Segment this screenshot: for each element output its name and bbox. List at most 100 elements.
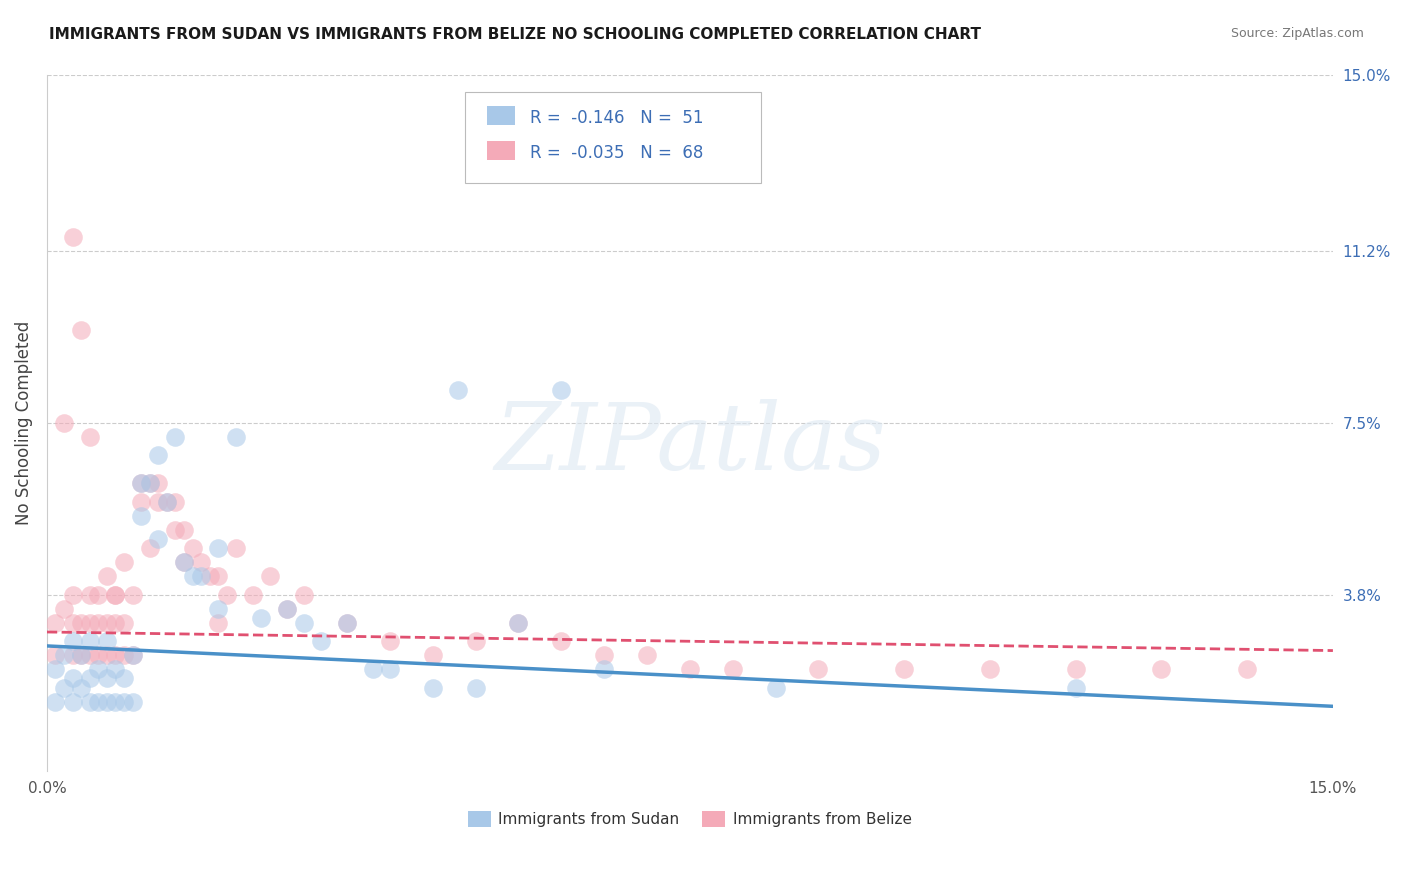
Point [79,615,101,630]
Point [121,648,143,663]
Point [148,449,170,463]
Point [422,648,444,663]
Point [53,416,76,430]
Text: IMMIGRANTS FROM SUDAN VS IMMIGRANTS FROM BELIZE NO SCHOOLING COMPLETED CORRELATI: IMMIGRANTS FROM SUDAN VS IMMIGRANTS FROM… [49,27,981,42]
Point [112,555,135,569]
Point [336,615,359,630]
Point [215,588,238,602]
Point [173,523,195,537]
Point [62,672,84,686]
Point [62,695,84,709]
Point [721,662,744,676]
Point [173,555,195,569]
Point [70,681,93,695]
Point [44,615,66,630]
Point [79,634,101,648]
Text: R =  -0.035   N =  68: R = -0.035 N = 68 [530,144,704,161]
Point [636,648,658,663]
Point [79,430,101,444]
Point [70,615,93,630]
Point [79,695,101,709]
Point [165,495,187,509]
Point [224,430,246,444]
Point [139,476,162,491]
Point [190,569,212,583]
Point [62,230,84,244]
Point [53,681,76,695]
Point [893,662,915,676]
Point [156,495,179,509]
Point [112,672,135,686]
Point [112,648,135,663]
Point [79,672,101,686]
Point [550,384,572,398]
Point [104,662,127,676]
Point [148,532,170,546]
Point [96,648,118,663]
Point [207,541,229,556]
Point [121,588,143,602]
Point [112,695,135,709]
Point [447,384,470,398]
Point [121,695,143,709]
Point [96,569,118,583]
Point [207,615,229,630]
Point [139,541,162,556]
Point [139,476,162,491]
Point [62,588,84,602]
Point [276,601,298,615]
Point [87,588,110,602]
Point [62,615,84,630]
Point [53,601,76,615]
FancyBboxPatch shape [465,92,761,183]
Point [129,476,152,491]
Point [79,588,101,602]
Point [129,508,152,523]
Point [198,569,221,583]
Point [62,648,84,663]
Point [422,681,444,695]
Point [148,476,170,491]
Point [207,601,229,615]
Point [70,648,93,663]
Y-axis label: No Schooling Completed: No Schooling Completed [15,321,32,525]
Point [156,495,179,509]
Point [44,648,66,663]
Point [593,662,616,676]
Point [679,662,702,676]
Point [96,695,118,709]
Point [87,662,110,676]
Point [508,615,530,630]
Point [181,569,204,583]
Point [207,569,229,583]
Point [79,648,101,663]
Point [250,611,273,625]
Point [44,662,66,676]
Point [70,323,93,337]
Text: Source: ZipAtlas.com: Source: ZipAtlas.com [1230,27,1364,40]
Point [96,634,118,648]
Point [276,601,298,615]
Point [148,495,170,509]
Point [292,615,315,630]
Point [96,615,118,630]
Point [96,672,118,686]
Point [336,615,359,630]
Point [44,695,66,709]
Point [979,662,1001,676]
Point [104,615,127,630]
Point [292,588,315,602]
Point [1064,662,1087,676]
Point [53,648,76,663]
Text: ZIPatlas: ZIPatlas [494,399,886,489]
Point [807,662,830,676]
Point [181,541,204,556]
Point [112,615,135,630]
Point [361,662,384,676]
Point [62,634,84,648]
Point [224,541,246,556]
Point [87,615,110,630]
Point [378,634,401,648]
Point [104,695,127,709]
Point [378,662,401,676]
